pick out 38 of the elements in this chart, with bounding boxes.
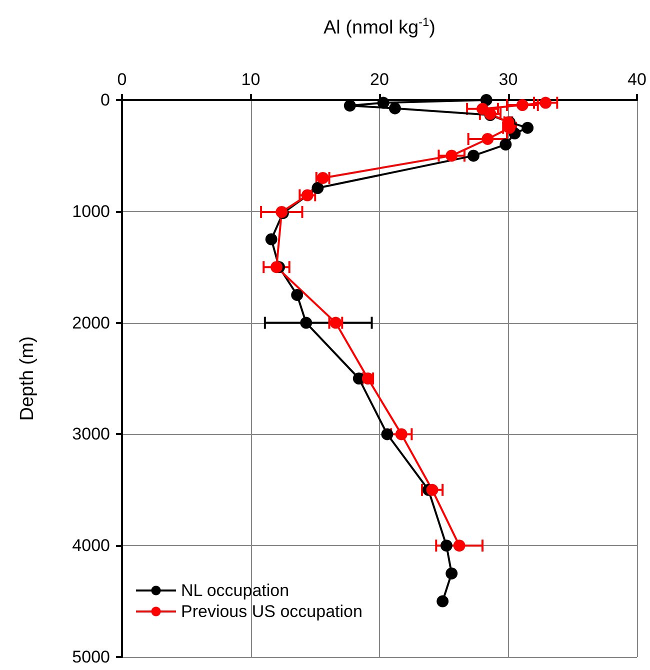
x-tick-label: 20 [370, 70, 389, 89]
y-tick-label: 0 [100, 90, 110, 110]
point [516, 99, 528, 112]
y-tick-label: 3000 [72, 424, 110, 444]
legend-label: NL occupation [181, 581, 290, 600]
point [522, 122, 534, 134]
x-tick-label: 30 [498, 70, 518, 89]
x-tick-label: 0 [117, 70, 127, 89]
legend-label: Previous US occupation [181, 602, 362, 621]
y-tick-label: 1000 [72, 202, 110, 221]
point [395, 428, 408, 440]
y-tick-label: 5000 [72, 648, 110, 666]
point [270, 261, 282, 274]
point [381, 428, 394, 440]
point [440, 540, 452, 552]
point [388, 102, 401, 114]
point [480, 94, 492, 106]
point [291, 288, 304, 301]
point [344, 100, 356, 112]
point [500, 138, 512, 151]
point [453, 540, 466, 552]
point [301, 189, 314, 202]
point [436, 595, 449, 608]
x-tick-label: 10 [241, 70, 260, 89]
y-axis-title: Depth (m) [17, 336, 38, 421]
point [468, 150, 480, 162]
point [377, 96, 390, 109]
x-tick-label: 40 [628, 70, 646, 89]
point [265, 233, 278, 246]
point [446, 567, 458, 580]
point [426, 484, 438, 496]
point [312, 182, 324, 194]
point [300, 316, 312, 329]
y-tick-label: 2000 [72, 313, 110, 332]
point [482, 132, 494, 145]
point [540, 96, 552, 109]
y-tick-label: 4000 [72, 536, 110, 556]
point [446, 150, 458, 162]
